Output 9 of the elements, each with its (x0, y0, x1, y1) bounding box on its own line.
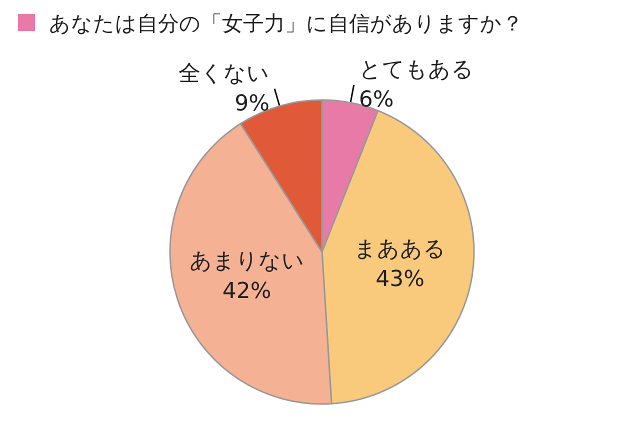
data-label: 6% (358, 88, 394, 113)
slice-label: あまりない (189, 248, 304, 274)
data-label: 43% (376, 266, 424, 292)
slice-label: 全くない (178, 61, 270, 86)
slice-label: まあある (354, 236, 446, 262)
chart-title: あなたは自分の「女子力」に自信がありますか？ (49, 12, 523, 36)
slice-label: とてもある (358, 58, 474, 83)
data-label: 42% (222, 278, 272, 304)
data-label: 9% (234, 91, 270, 116)
